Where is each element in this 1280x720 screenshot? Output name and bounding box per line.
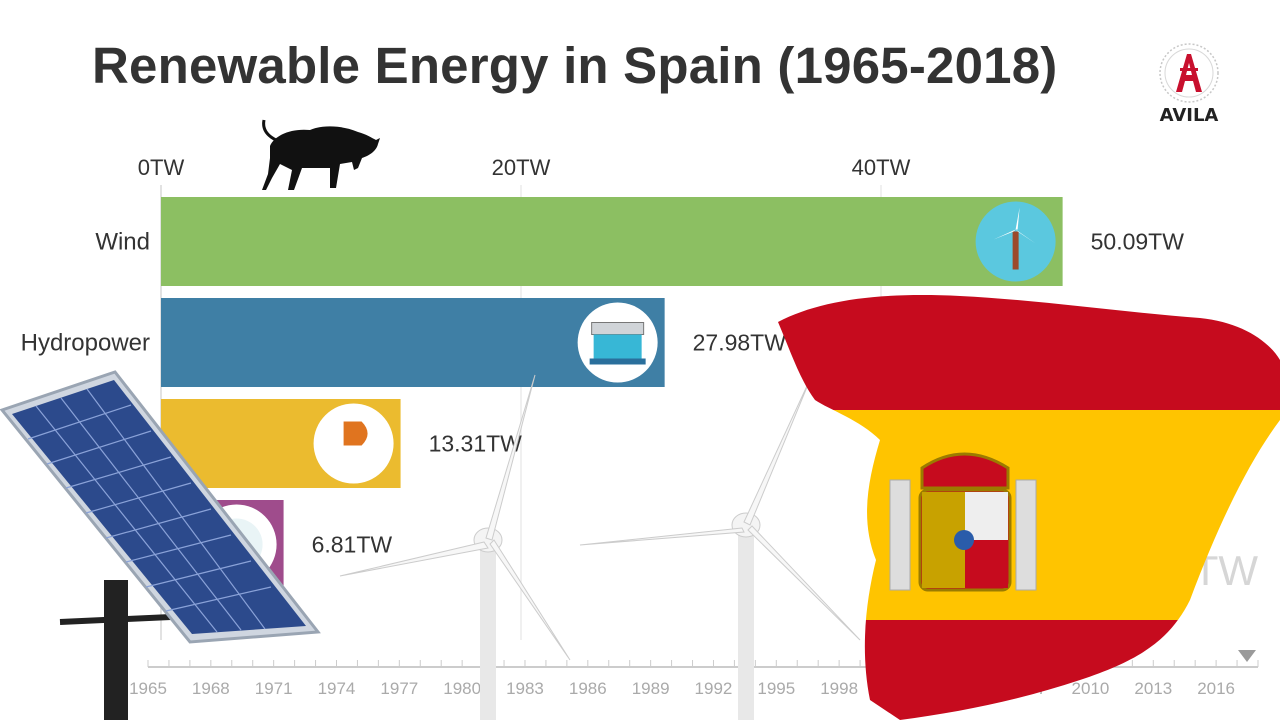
bull-icon xyxy=(262,119,380,190)
wind-turbine-icon xyxy=(579,374,861,720)
timeline-year-label: 1983 xyxy=(506,679,544,698)
energetica-logo-icon xyxy=(313,403,394,484)
x-tick-label: 20TW xyxy=(492,155,551,180)
timeline-year-label: 1992 xyxy=(695,679,733,698)
x-tick-label: 0TW xyxy=(138,155,185,180)
timeline-year-label: 2013 xyxy=(1134,679,1172,698)
page-title: Renewable Energy in Spain (1965-2018) xyxy=(92,37,1058,94)
solar-panel-icon xyxy=(0,370,321,720)
category-label: Wind xyxy=(95,229,150,256)
timeline-year-label: 2016 xyxy=(1197,679,1235,698)
value-label: 27.98TW xyxy=(693,330,787,356)
spain-flag-map-icon xyxy=(778,295,1280,720)
avila-logo: AVILA xyxy=(1158,42,1220,126)
timeline-year-label: 1971 xyxy=(255,679,293,698)
bar xyxy=(161,197,1063,286)
x-tick-label: 40TW xyxy=(852,155,911,180)
timeline-year-label: 1998 xyxy=(820,679,858,698)
timeline-year-label: 1989 xyxy=(632,679,670,698)
value-label: 6.81TW xyxy=(312,532,393,558)
timeline-year-label: 1986 xyxy=(569,679,607,698)
timeline-year-label: 1977 xyxy=(380,679,418,698)
value-label: 50.09TW xyxy=(1091,229,1185,255)
timeline-year-label: 2010 xyxy=(1072,679,1110,698)
timeline-year-label: 1974 xyxy=(318,679,356,698)
hydro-dam-icon xyxy=(577,302,658,383)
timeline-year-label: 1980 xyxy=(443,679,481,698)
timeline-year-label: 1995 xyxy=(757,679,795,698)
avila-logo-text: AVILA xyxy=(1159,105,1219,126)
timeline-year-label: 1965 xyxy=(129,679,167,698)
wind-turbine-icon xyxy=(339,374,571,720)
avila-logo-icon xyxy=(1159,43,1219,103)
play-marker-icon[interactable] xyxy=(1238,650,1256,662)
timeline-year-label: 1968 xyxy=(192,679,230,698)
value-label: 13.31TW xyxy=(429,431,523,457)
wind-turbine-icon xyxy=(975,201,1056,282)
category-label: Hydropower xyxy=(21,330,150,357)
